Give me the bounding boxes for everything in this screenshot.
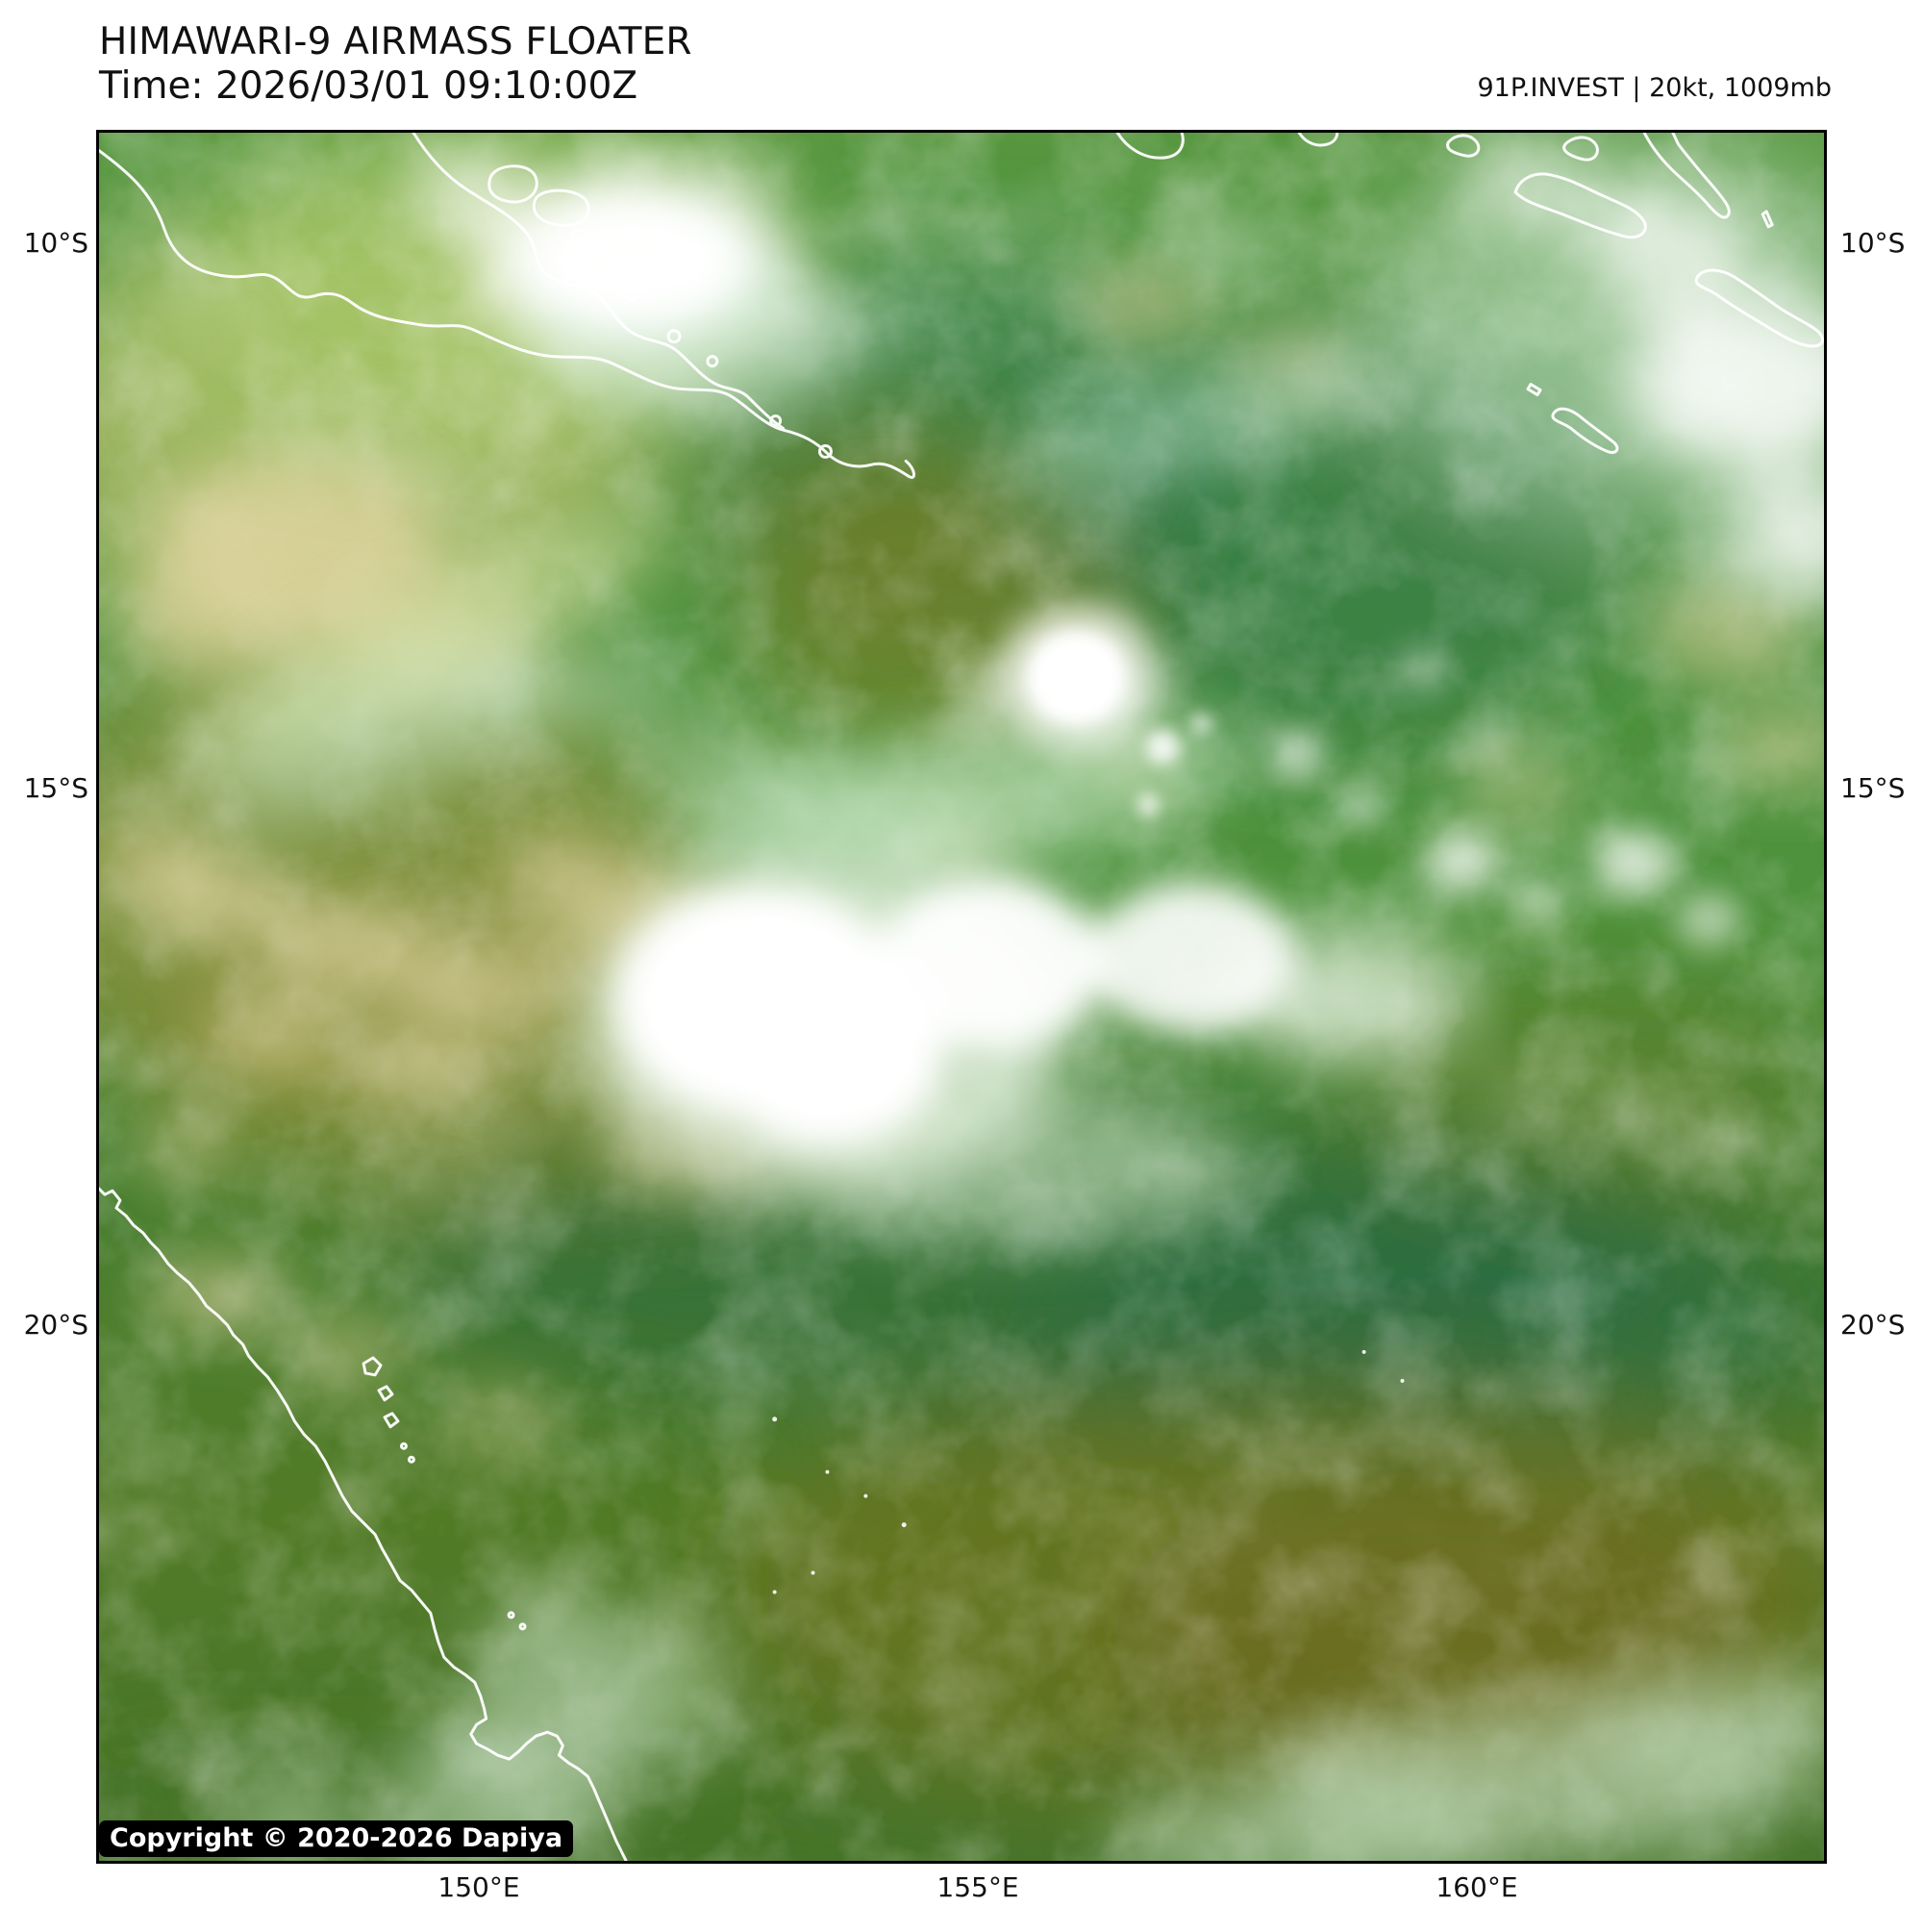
lat-label-right-10s: 10°S	[1840, 227, 1906, 259]
lat-label-left-20s: 20°S	[23, 1309, 88, 1341]
lat-label-left-15s: 15°S	[23, 772, 88, 804]
cloud-specks	[772, 1349, 1405, 1594]
coastline-new-georgia	[1513, 172, 1647, 239]
coastline-queensland	[99, 1187, 628, 1861]
lon-label-155e: 155°E	[937, 1871, 1019, 1903]
satellite-image-frame	[96, 130, 1827, 1864]
lat-label-right-20s: 20°S	[1840, 1309, 1906, 1341]
coastline-santa-isabel	[1642, 133, 1731, 219]
copyright-badge: Copyright © 2020-2026 Dapiya	[99, 1820, 574, 1857]
image-timestamp: Time: 2026/03/01 09:10:00Z	[99, 64, 638, 108]
page-title: HIMAWARI-9 AIRMASS FLOATER	[99, 20, 692, 63]
storm-info-label: 91P.INVEST | 20kt, 1009mb	[1477, 73, 1833, 103]
coastline-makira	[1694, 268, 1824, 348]
coastline-png-north	[412, 133, 786, 430]
coastlines	[99, 133, 1824, 1861]
lon-label-160e: 160°E	[1436, 1871, 1518, 1903]
lat-label-left-10s: 10°S	[23, 227, 88, 259]
lon-label-150e: 150°E	[437, 1871, 520, 1903]
mint-cirrus-streaks	[158, 348, 1406, 901]
white-cloud-masses	[223, 151, 1824, 1861]
airmass-satellite-image	[99, 133, 1824, 1861]
lat-label-right-15s: 15°S	[1840, 772, 1906, 804]
